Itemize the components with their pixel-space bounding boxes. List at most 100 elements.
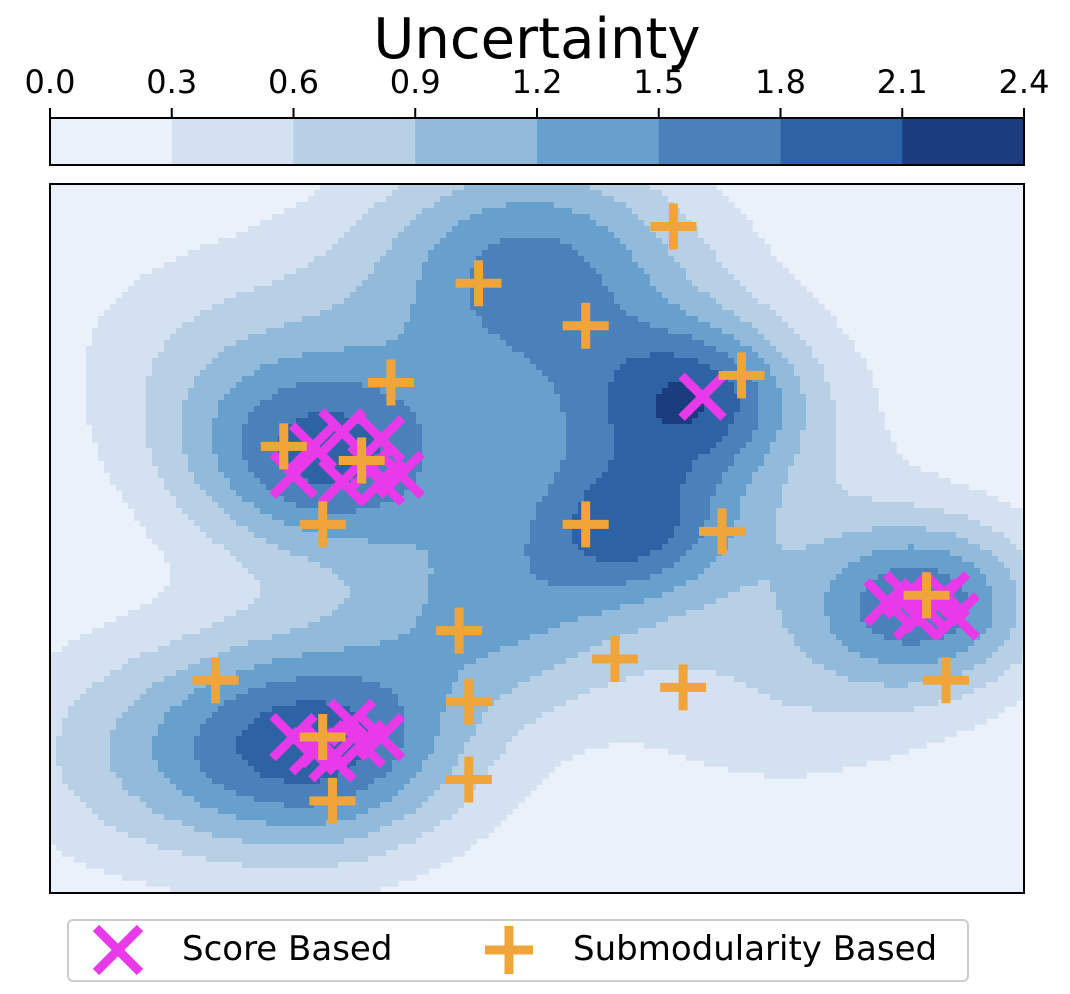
- contour-cell: [50, 802, 87, 809]
- contour-cell: [704, 568, 843, 575]
- contour-cell: [470, 298, 615, 305]
- contour-cell: [776, 382, 801, 389]
- contour-cell: [614, 370, 723, 377]
- contour-cell: [86, 358, 153, 365]
- contour-cell: [566, 658, 813, 665]
- contour-cell: [200, 766, 255, 773]
- contour-cell: [458, 760, 495, 767]
- contour-cell: [458, 676, 531, 683]
- contour-cell: [956, 532, 1005, 539]
- contour-cell: [530, 568, 663, 575]
- contour-cell: [170, 640, 249, 647]
- submodularity-based-point: [309, 777, 356, 824]
- contour-cell: [782, 412, 807, 419]
- contour-cell: [362, 214, 417, 221]
- contour-cell: [470, 274, 603, 281]
- contour-cell: [608, 418, 663, 425]
- contour-cell: [248, 688, 393, 695]
- contour-cell: [968, 592, 993, 599]
- contour-cell: [656, 394, 705, 401]
- contour-cell: [992, 622, 1017, 629]
- contour-cell: [374, 262, 423, 269]
- contour-cell: [878, 574, 951, 581]
- contour-cell: [764, 460, 795, 467]
- contour-cell: [716, 670, 837, 677]
- contour-cell: [470, 796, 525, 803]
- contour-cell: [698, 232, 759, 239]
- contour-cell: [770, 304, 825, 311]
- contour-cell: [398, 844, 471, 851]
- contour-cell: [734, 358, 765, 365]
- contour-cell: [422, 424, 567, 431]
- contour-cell: [1022, 652, 1024, 659]
- contour-cell: [62, 730, 111, 737]
- contour-cell: [254, 664, 465, 671]
- contour-cell: [638, 262, 681, 269]
- contour-cell: [686, 274, 735, 281]
- contour-cell: [374, 202, 435, 209]
- contour-cell: [662, 418, 693, 425]
- contour-cell: [374, 436, 423, 443]
- contour-cell: [890, 568, 939, 575]
- contour-cell: [1010, 538, 1024, 545]
- contour-cell: [422, 436, 567, 443]
- contour-cell: [146, 526, 201, 533]
- contour-cell: [128, 832, 213, 839]
- contour-cell: [410, 316, 483, 323]
- contour-cell: [170, 490, 207, 497]
- contour-cell: [584, 256, 633, 263]
- contour-cell: [770, 340, 807, 347]
- contour-cell: [506, 202, 555, 209]
- contour-cell: [470, 286, 609, 293]
- contour-cell: [740, 280, 801, 287]
- contour-cell: [146, 400, 183, 407]
- contour-cell: [548, 628, 639, 635]
- contour-cell: [236, 292, 351, 299]
- contour-cell: [50, 688, 87, 695]
- contour-cell: [188, 514, 231, 521]
- contour-cell: [86, 388, 147, 395]
- contour-cell: [50, 814, 99, 821]
- contour-cell: [194, 796, 255, 803]
- contour-cell: [248, 334, 399, 341]
- contour-cell: [296, 502, 381, 509]
- contour-cell: [800, 376, 825, 383]
- contour-cell: [50, 670, 111, 677]
- submodularity-based-point: [445, 678, 492, 725]
- score-based-point: [356, 457, 406, 506]
- contour-cell: [566, 430, 615, 437]
- contour-cell: [344, 346, 513, 353]
- contour-cell: [380, 826, 435, 833]
- contour-cell: [272, 214, 363, 221]
- contour-cell: [206, 490, 237, 497]
- contour-cell: [650, 280, 693, 287]
- contour-cell: [224, 616, 321, 623]
- contour-cell: [992, 526, 1024, 533]
- contour-cell: [416, 286, 471, 293]
- contour-cell: [452, 682, 519, 689]
- contour-cell: [164, 346, 225, 353]
- contour-cell: [392, 796, 429, 803]
- contour-cell: [728, 592, 777, 599]
- contour-cell: [776, 310, 831, 317]
- contour-cell: [500, 334, 693, 341]
- contour-cell: [278, 358, 531, 365]
- contour-cell: [50, 658, 129, 665]
- contour-cell: [140, 520, 195, 527]
- contour-cell: [692, 220, 753, 227]
- contour-cell: [782, 352, 813, 359]
- contour-cell: [404, 712, 441, 719]
- contour-cell: [614, 448, 711, 455]
- contour-cell: [422, 802, 465, 809]
- contour-cell: [674, 562, 711, 569]
- contour-cell: [992, 652, 1023, 659]
- contour-cell: [1004, 670, 1024, 677]
- contour-cell: [410, 778, 447, 785]
- contour-cell: [122, 292, 237, 299]
- contour-cell: [758, 394, 783, 401]
- contour-cell: [1016, 610, 1024, 617]
- contour-cell: [428, 598, 645, 605]
- contour-cell: [830, 580, 873, 587]
- contour-cell: [152, 754, 195, 761]
- contour-cell: [674, 256, 717, 263]
